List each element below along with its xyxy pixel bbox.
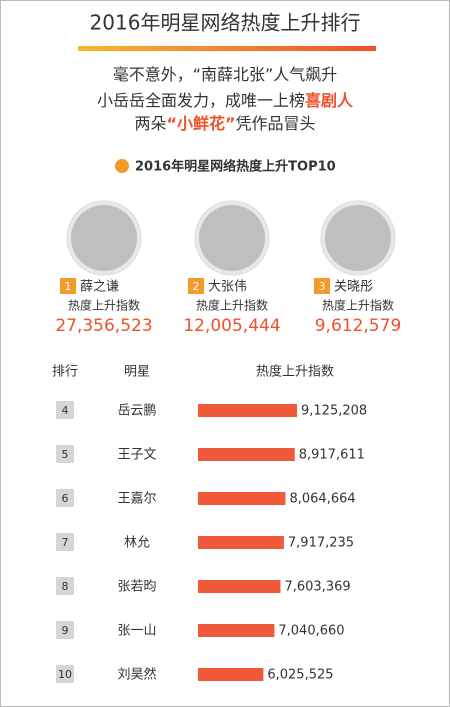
bar <box>198 624 275 637</box>
bar <box>198 668 264 681</box>
intro-text: 喜剧人 <box>305 91 354 110</box>
rank: 4 <box>62 404 69 417</box>
title: 2016年明星网络热度上升排行 <box>90 11 361 35</box>
name: 薛之谦 <box>80 280 119 295</box>
value-label: 9,125,208 <box>301 404 367 419</box>
rank-badge <box>56 533 74 551</box>
subtitle-icon <box>115 159 129 173</box>
rank-badge <box>56 665 74 683</box>
bar <box>198 536 284 549</box>
rank-badge <box>56 489 74 507</box>
metric: 热度上升指数 <box>196 298 268 313</box>
rank: 5 <box>62 448 69 461</box>
bar <box>198 448 295 461</box>
column-header: 明星 <box>124 365 150 380</box>
metric: 热度上升指数 <box>68 298 140 313</box>
bar <box>198 580 281 593</box>
name: 王子文 <box>117 448 156 463</box>
rank: 6 <box>62 492 69 505</box>
avatar <box>71 205 137 271</box>
rank: 1 <box>65 280 72 293</box>
intro-line: 小岳岳全面发力，成唯一上榜喜剧人 <box>97 91 354 110</box>
value-label: 7,040,660 <box>278 624 344 639</box>
value-label: 7,603,369 <box>284 580 350 595</box>
intro-line: 毫不意外，“南薛北张”人气飙升 <box>113 65 338 84</box>
name: 刘昊然 <box>117 667 156 683</box>
rank: 10 <box>58 668 72 681</box>
rank: 7 <box>62 536 69 549</box>
rank: 9 <box>62 624 69 637</box>
intro-text: 凭作品冒头 <box>236 114 316 133</box>
intro-text: 毫不意外，“南薛北张”人气飙升 <box>113 65 338 84</box>
value: 27,356,523 <box>55 316 152 336</box>
avatar <box>199 205 265 271</box>
rank: 3 <box>319 280 326 293</box>
name: 张一山 <box>117 624 156 639</box>
avatar <box>325 205 391 271</box>
intro-text: 小岳岳全面发力，成唯一上榜 <box>97 91 305 110</box>
value: 12,005,444 <box>183 316 280 336</box>
rank-badge <box>314 278 330 294</box>
rank-badge <box>60 278 76 294</box>
rank-badge <box>56 577 74 595</box>
name: 关晓彤 <box>334 280 373 295</box>
name: 岳云鹏 <box>117 404 156 419</box>
rank-badge <box>56 445 74 463</box>
intro-line: 两朵“小鲜花”凭作品冒头 <box>134 114 315 133</box>
value: 9,612,579 <box>315 316 402 336</box>
name: 林允 <box>124 535 150 551</box>
name: 张若昀 <box>117 579 156 595</box>
rank: 2 <box>193 280 200 293</box>
rank: 8 <box>62 580 69 593</box>
name: 王嘉尔 <box>117 492 156 507</box>
name: 大张伟 <box>208 280 247 295</box>
bar <box>198 492 286 505</box>
value-label: 6,025,525 <box>267 668 333 683</box>
bar <box>198 404 297 417</box>
metric: 热度上升指数 <box>322 298 394 313</box>
value-label: 8,064,664 <box>289 492 355 507</box>
subtitle: 2016年明星网络热度上升TOP10 <box>135 159 336 175</box>
value-label: 8,917,611 <box>299 448 365 463</box>
column-header: 热度上升指数 <box>256 364 334 380</box>
rank-badge <box>188 278 204 294</box>
title-underline <box>78 46 376 51</box>
intro-text: 两朵 <box>134 114 166 133</box>
rank-badge <box>56 621 74 639</box>
value-label: 7,917,235 <box>288 536 354 551</box>
rank-badge <box>56 401 74 419</box>
column-header: 排行 <box>52 365 78 380</box>
intro-text: “小鲜花” <box>166 114 235 133</box>
